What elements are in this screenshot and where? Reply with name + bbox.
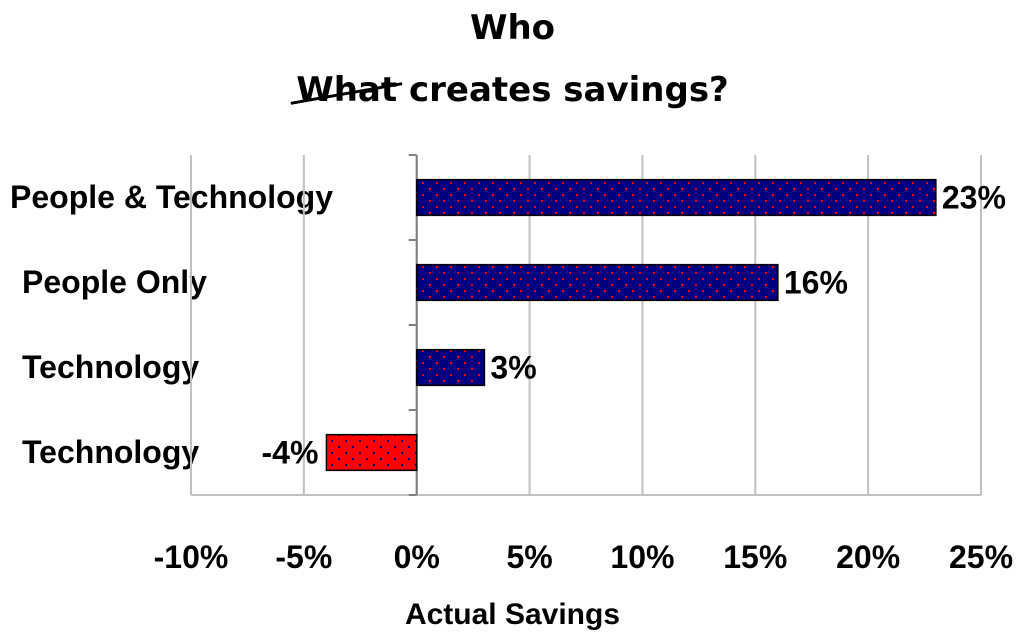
value-label-1: 23% [942,180,1006,216]
struck-word: What [296,70,398,110]
category-label-3: Technology [22,349,200,385]
x-tick-label-2: 0% [394,539,440,575]
x-tick-label-0: -10% [154,539,229,575]
bar-2 [415,263,779,302]
bar-4 [325,433,418,472]
x-tick-label-5: 15% [723,539,787,575]
category-label-1: People & Technology [10,179,333,215]
category-label-4: Technology [22,434,200,470]
x-tick-label-4: 10% [610,539,674,575]
x-tick-label-1: -5% [275,539,332,575]
bar-1 [415,178,937,217]
bar-3 [415,348,486,387]
value-label-3: 3% [490,350,536,386]
x-axis-label: Actual Savings [404,598,621,631]
chart-title-main: Who [469,8,556,48]
x-tick-label-7: 25% [949,539,1013,575]
category-label-2: People Only [22,264,207,300]
x-tick-label-6: 20% [836,539,900,575]
value-label-2: 16% [784,265,848,301]
chart-title-sub: What creates savings? [0,70,1025,110]
x-tick-label-3: 5% [506,539,552,575]
title-rest: creates savings? [397,70,729,110]
value-label-4: -4% [262,435,319,471]
